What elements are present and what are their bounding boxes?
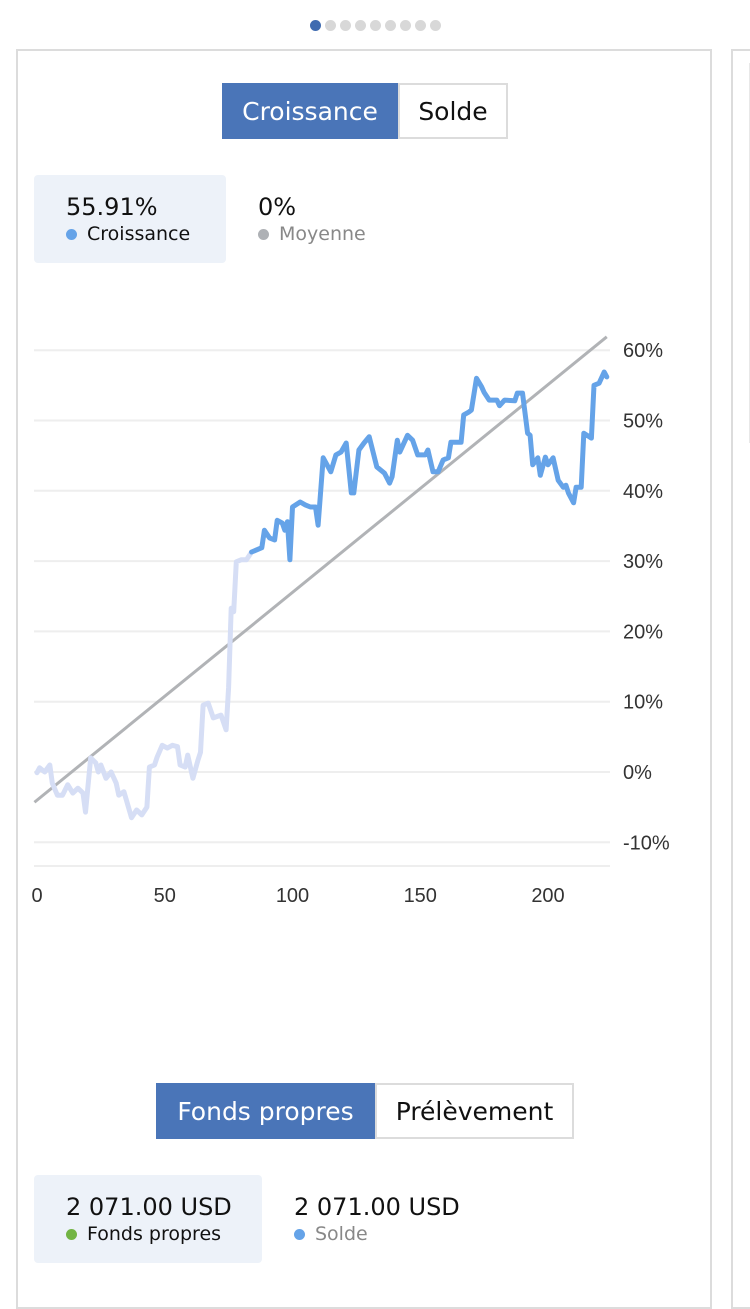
stat-label: Croissance <box>87 223 191 245</box>
tab-prelevement[interactable]: Prélèvement <box>375 1083 574 1139</box>
page-dot[interactable] <box>324 20 336 31</box>
page-dot[interactable] <box>369 20 381 31</box>
legend-dot-icon <box>66 1228 77 1240</box>
legend-dot-icon <box>66 228 77 240</box>
stat-value: 2 071.00 USD <box>294 1193 460 1221</box>
next-card-edge[interactable] <box>731 49 750 1309</box>
page-dot[interactable] <box>429 20 441 31</box>
legend-dot-icon <box>294 1228 305 1240</box>
stat-value: 55.91% <box>66 193 158 221</box>
page-dot[interactable] <box>399 20 411 31</box>
selected-stat-background <box>34 175 226 263</box>
selected-stat-background <box>34 1175 262 1263</box>
stat-label: Solde <box>315 1223 368 1245</box>
stat-fonds-propres[interactable]: 2 071.00 USD Fonds propres <box>66 1193 232 1245</box>
legend-dot-icon <box>258 228 269 240</box>
stat-legend: Fonds propres <box>66 1223 232 1245</box>
page-indicator[interactable] <box>0 20 750 31</box>
page-dot[interactable] <box>354 20 366 31</box>
equity-mode-toggle: Fonds propres Prélèvement <box>156 1083 574 1139</box>
stat-label: Fonds propres <box>87 1223 222 1245</box>
stat-solde[interactable]: 2 071.00 USD Solde <box>294 1193 460 1245</box>
tab-solde[interactable]: Solde <box>398 83 508 139</box>
stat-legend: Solde <box>294 1223 460 1245</box>
stat-moyenne[interactable]: 0% Moyenne <box>258 193 366 245</box>
page-dot[interactable] <box>414 20 426 31</box>
stat-croissance[interactable]: 55.91% Croissance <box>66 193 190 245</box>
stat-value: 2 071.00 USD <box>66 1193 232 1221</box>
stat-value: 0% <box>258 193 297 221</box>
stat-legend: Croissance <box>66 223 190 245</box>
page-dot[interactable] <box>384 20 396 31</box>
page-dot[interactable] <box>339 20 351 31</box>
tab-fonds-propres[interactable]: Fonds propres <box>156 1083 375 1139</box>
stat-legend: Moyenne <box>258 223 366 245</box>
tab-croissance[interactable]: Croissance <box>222 83 398 139</box>
chart-mode-toggle: Croissance Solde <box>222 83 508 139</box>
stat-label: Moyenne <box>279 223 366 245</box>
page-dot[interactable] <box>309 20 321 31</box>
